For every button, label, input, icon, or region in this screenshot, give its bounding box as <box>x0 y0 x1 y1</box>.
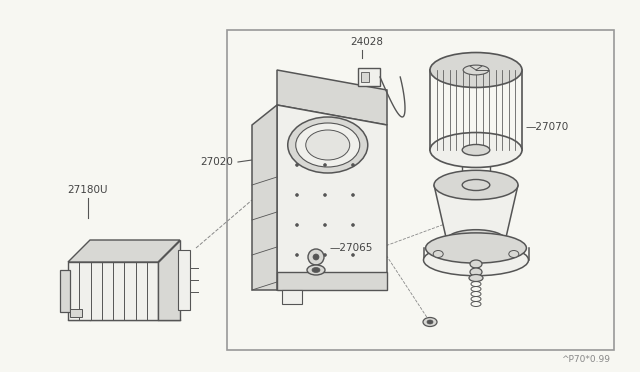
Ellipse shape <box>424 244 529 276</box>
Ellipse shape <box>288 117 368 173</box>
Polygon shape <box>277 105 387 290</box>
Ellipse shape <box>307 265 325 275</box>
Ellipse shape <box>323 224 326 227</box>
Ellipse shape <box>351 164 355 167</box>
Ellipse shape <box>296 164 298 167</box>
Ellipse shape <box>312 267 320 273</box>
Bar <box>282 290 302 304</box>
Ellipse shape <box>462 144 490 155</box>
Ellipse shape <box>470 260 482 268</box>
Bar <box>361 72 369 82</box>
Polygon shape <box>252 105 277 290</box>
Ellipse shape <box>469 275 483 282</box>
Ellipse shape <box>296 253 298 257</box>
Bar <box>277 272 387 290</box>
Ellipse shape <box>323 164 326 167</box>
Ellipse shape <box>430 52 522 87</box>
Bar <box>178 250 190 310</box>
Ellipse shape <box>423 317 437 327</box>
Ellipse shape <box>296 193 298 196</box>
Ellipse shape <box>351 253 355 257</box>
Ellipse shape <box>462 179 490 190</box>
Ellipse shape <box>323 193 326 196</box>
Ellipse shape <box>470 268 482 276</box>
Ellipse shape <box>430 132 522 167</box>
Bar <box>60 270 70 312</box>
Ellipse shape <box>351 193 355 196</box>
Ellipse shape <box>426 233 527 263</box>
Ellipse shape <box>296 224 298 227</box>
Polygon shape <box>158 240 180 320</box>
Bar <box>358 68 380 86</box>
Text: 24028: 24028 <box>350 37 383 47</box>
Ellipse shape <box>296 123 360 167</box>
Polygon shape <box>434 185 518 240</box>
Bar <box>70 309 82 317</box>
Text: —27070: —27070 <box>525 122 568 132</box>
Ellipse shape <box>323 253 326 257</box>
Ellipse shape <box>509 250 519 257</box>
Text: —27065: —27065 <box>330 243 373 253</box>
Polygon shape <box>68 240 180 262</box>
Ellipse shape <box>447 230 506 250</box>
Ellipse shape <box>434 170 518 200</box>
Polygon shape <box>277 70 387 125</box>
Polygon shape <box>68 262 158 320</box>
Ellipse shape <box>313 254 319 260</box>
Ellipse shape <box>427 320 433 324</box>
Bar <box>227 30 614 350</box>
Ellipse shape <box>351 224 355 227</box>
Ellipse shape <box>308 249 324 265</box>
Ellipse shape <box>306 130 349 160</box>
Ellipse shape <box>433 250 443 257</box>
Ellipse shape <box>463 65 489 75</box>
Text: ^P70*0.99: ^P70*0.99 <box>561 356 610 365</box>
Text: 27180U: 27180U <box>68 185 108 195</box>
Text: 27020: 27020 <box>200 157 233 167</box>
